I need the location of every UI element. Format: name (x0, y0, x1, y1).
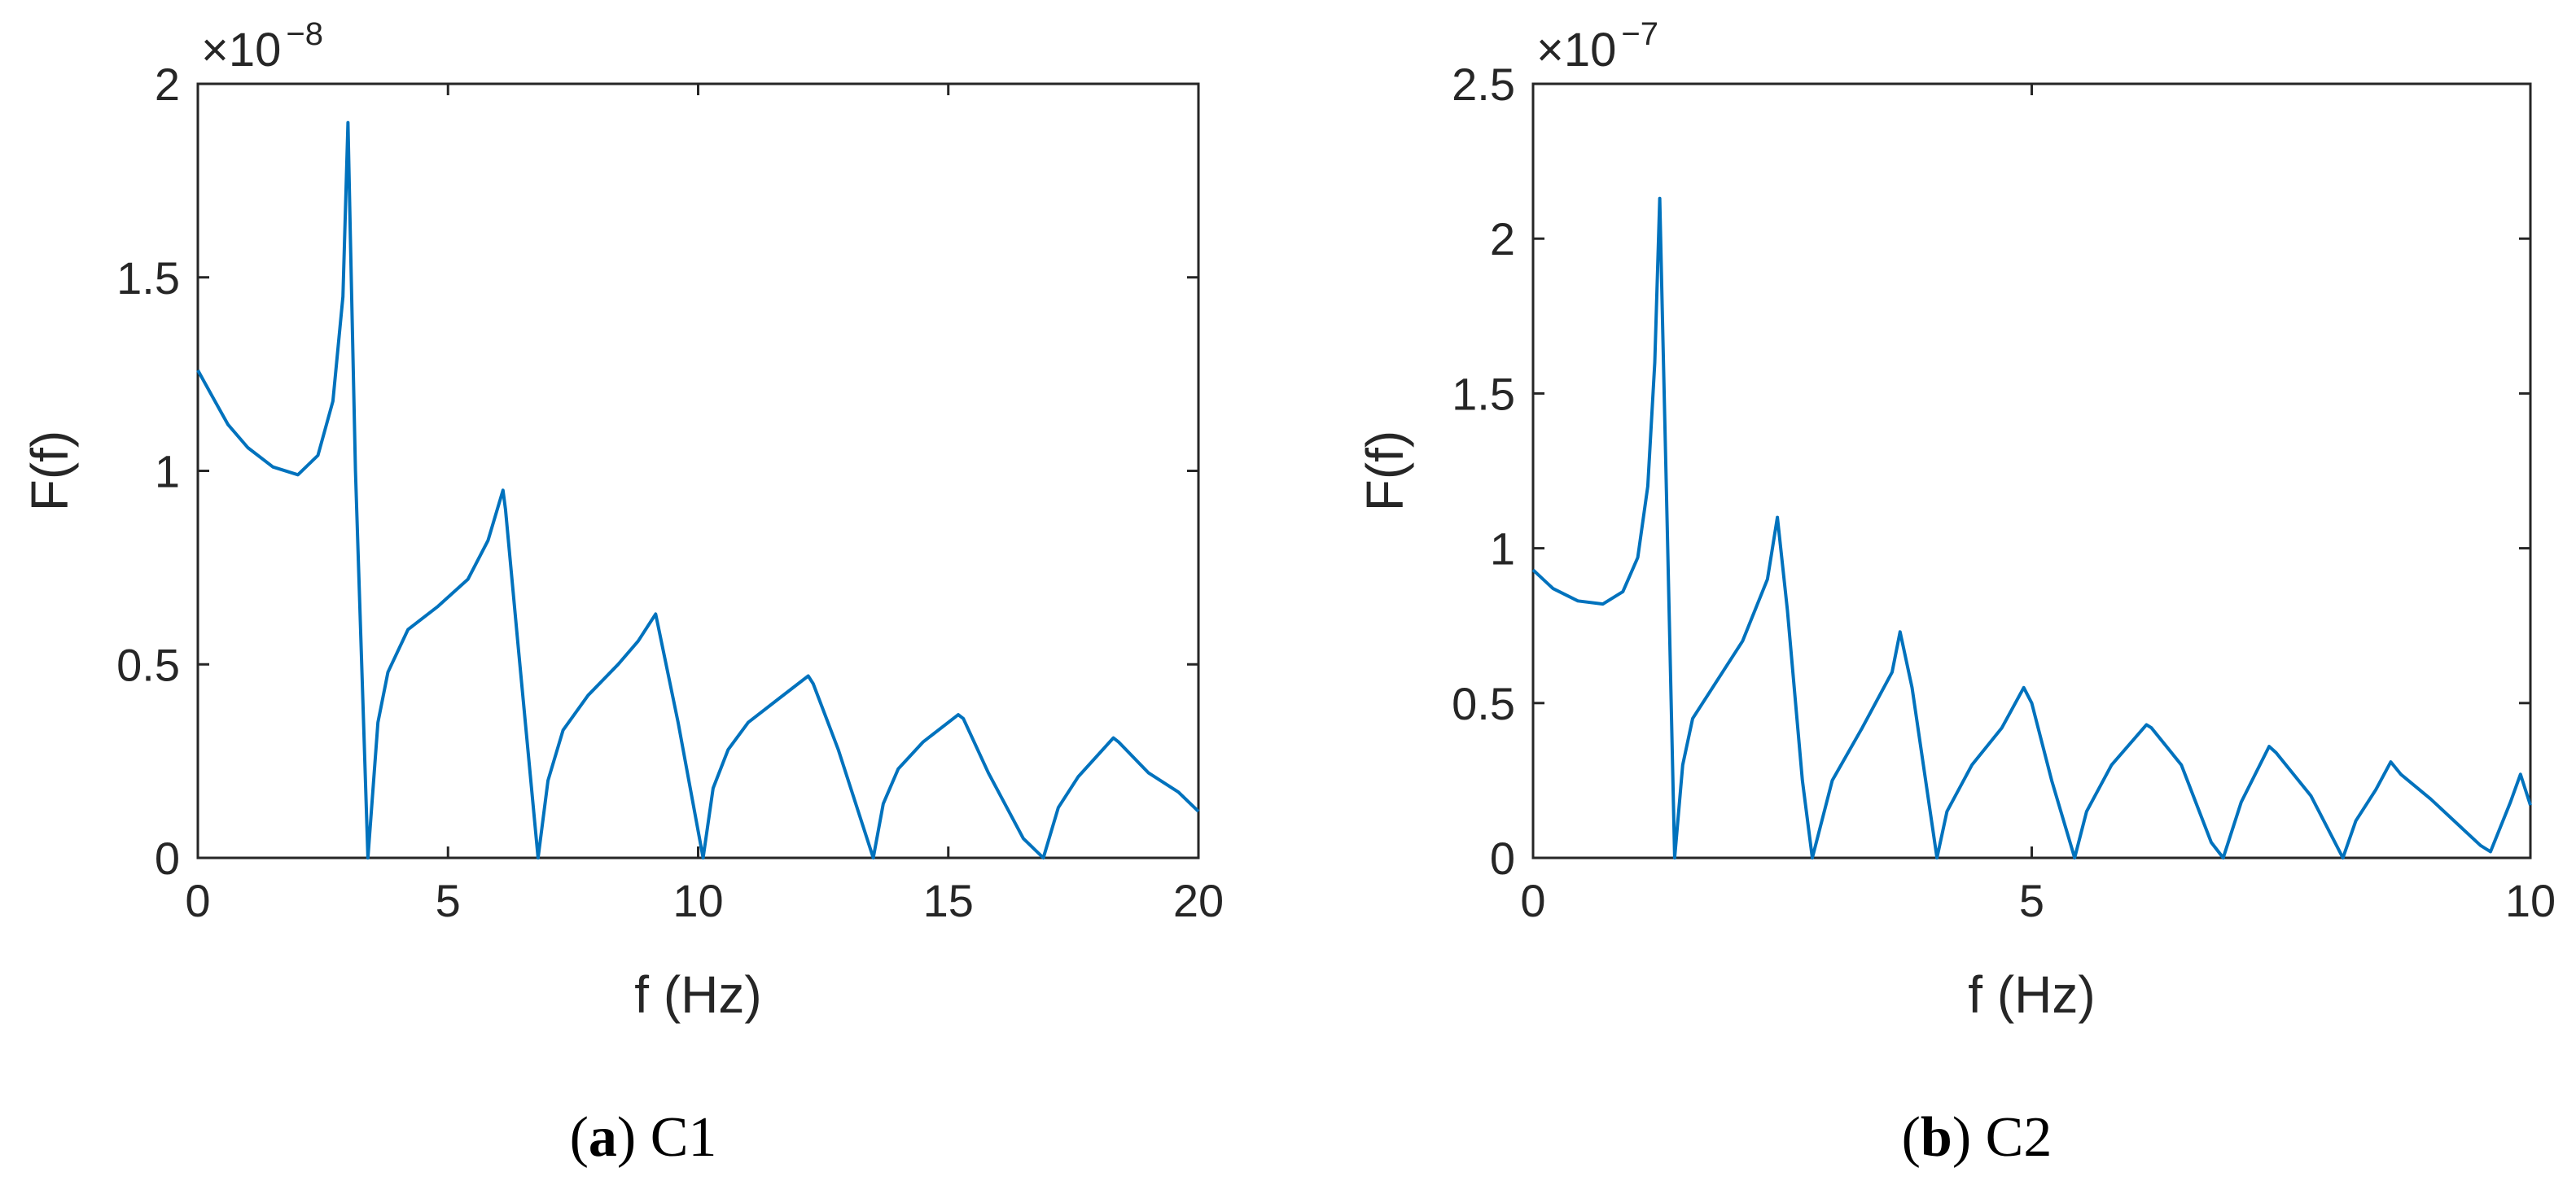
y-tick-label: 2 (155, 59, 180, 110)
y-tick-label: 0 (155, 833, 180, 884)
series-line-1 (1531, 196, 2532, 860)
y-tick-label: 0 (1490, 833, 1515, 884)
x-tick-label: 10 (2505, 875, 2556, 926)
caption-name: C2 (1986, 1106, 2052, 1169)
y-tick-label: 1.5 (1452, 368, 1515, 419)
series-line-1 (196, 120, 1200, 860)
plot-frame (196, 82, 1200, 860)
x-tick-label: 15 (923, 875, 974, 926)
x-tick-label: 0 (1520, 875, 1545, 926)
plot-frame (1531, 82, 2532, 860)
caption-name: C1 (651, 1106, 717, 1169)
chart-panel-a: 0 5 10 15 20 0 0.5 1 1.5 2 ×10 −8 f (Hz) F(f) (a) C1 (20, 16, 1224, 1169)
x-axis-label: f (Hz) (634, 965, 761, 1024)
x-axis-label: f (Hz) (1968, 965, 2095, 1024)
y-axis-label: F(f) (1356, 431, 1414, 512)
y-tick-label: 1 (155, 446, 180, 497)
caption-letter: a (589, 1106, 617, 1169)
chart-panel-b: 0 5 10 0 0.5 1 1.5 2 2.5 ×10 −7 f (Hz) F(f) (b) C2 (1356, 16, 2556, 1169)
x-tick-label: 5 (2019, 875, 2044, 926)
x-tick-label: 20 (1173, 875, 1224, 926)
y-multiplier-exponent: −7 (1621, 16, 1658, 52)
caption-letter: b (1921, 1106, 1952, 1169)
y-axis-label: F(f) (20, 431, 79, 512)
y-tick-label: 0.5 (116, 639, 180, 690)
x-tick-label: 5 (436, 875, 461, 926)
panel-caption: (b) C2 (1902, 1106, 2052, 1169)
y-tick-label: 2 (1490, 213, 1515, 265)
y-tick-label: 1 (1490, 523, 1515, 575)
panel-caption: (a) C1 (570, 1106, 717, 1169)
y-multiplier-label: ×10 −8 (201, 16, 323, 77)
y-tick-label: 2.5 (1452, 59, 1515, 110)
x-tick-label: 0 (185, 875, 210, 926)
y-tick-label: 0.5 (1452, 678, 1515, 729)
y-multiplier-label: ×10 −7 (1536, 16, 1658, 77)
x-tick-label: 10 (672, 875, 723, 926)
y-multiplier-exponent: −8 (286, 16, 323, 52)
y-tick-label: 1.5 (116, 252, 180, 304)
